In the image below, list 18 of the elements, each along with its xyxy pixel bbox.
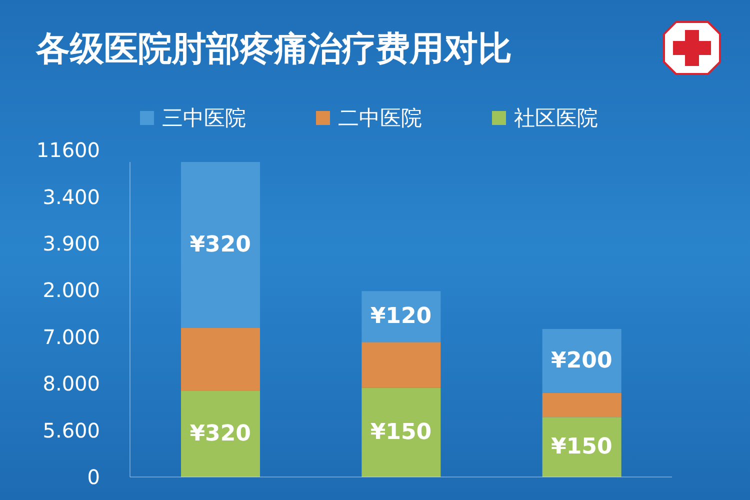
annotation: ¥320	[190, 232, 251, 258]
text: 0	[87, 465, 100, 489]
text: 3.400	[42, 184, 100, 209]
chart-title: 各级医院肘部疼痛治疗费用对比	[36, 28, 512, 71]
text: 8.000	[42, 372, 100, 396]
annotation: ¥120	[370, 304, 432, 330]
text: 3.900	[42, 232, 100, 256]
annotation: ¥150	[551, 434, 612, 460]
text: 11600	[36, 138, 100, 162]
annotation: ¥150	[370, 420, 432, 445]
annotation: ¥320	[190, 422, 251, 447]
legend-label: 社区医院	[514, 105, 598, 132]
text: 2.000	[42, 278, 100, 302]
text: 5.600	[42, 418, 100, 442]
text: 7.000	[42, 324, 100, 349]
legend-label: 三中医院	[162, 105, 246, 132]
annotation: ¥200	[551, 348, 612, 374]
legend-label: 二中医院	[338, 105, 422, 132]
